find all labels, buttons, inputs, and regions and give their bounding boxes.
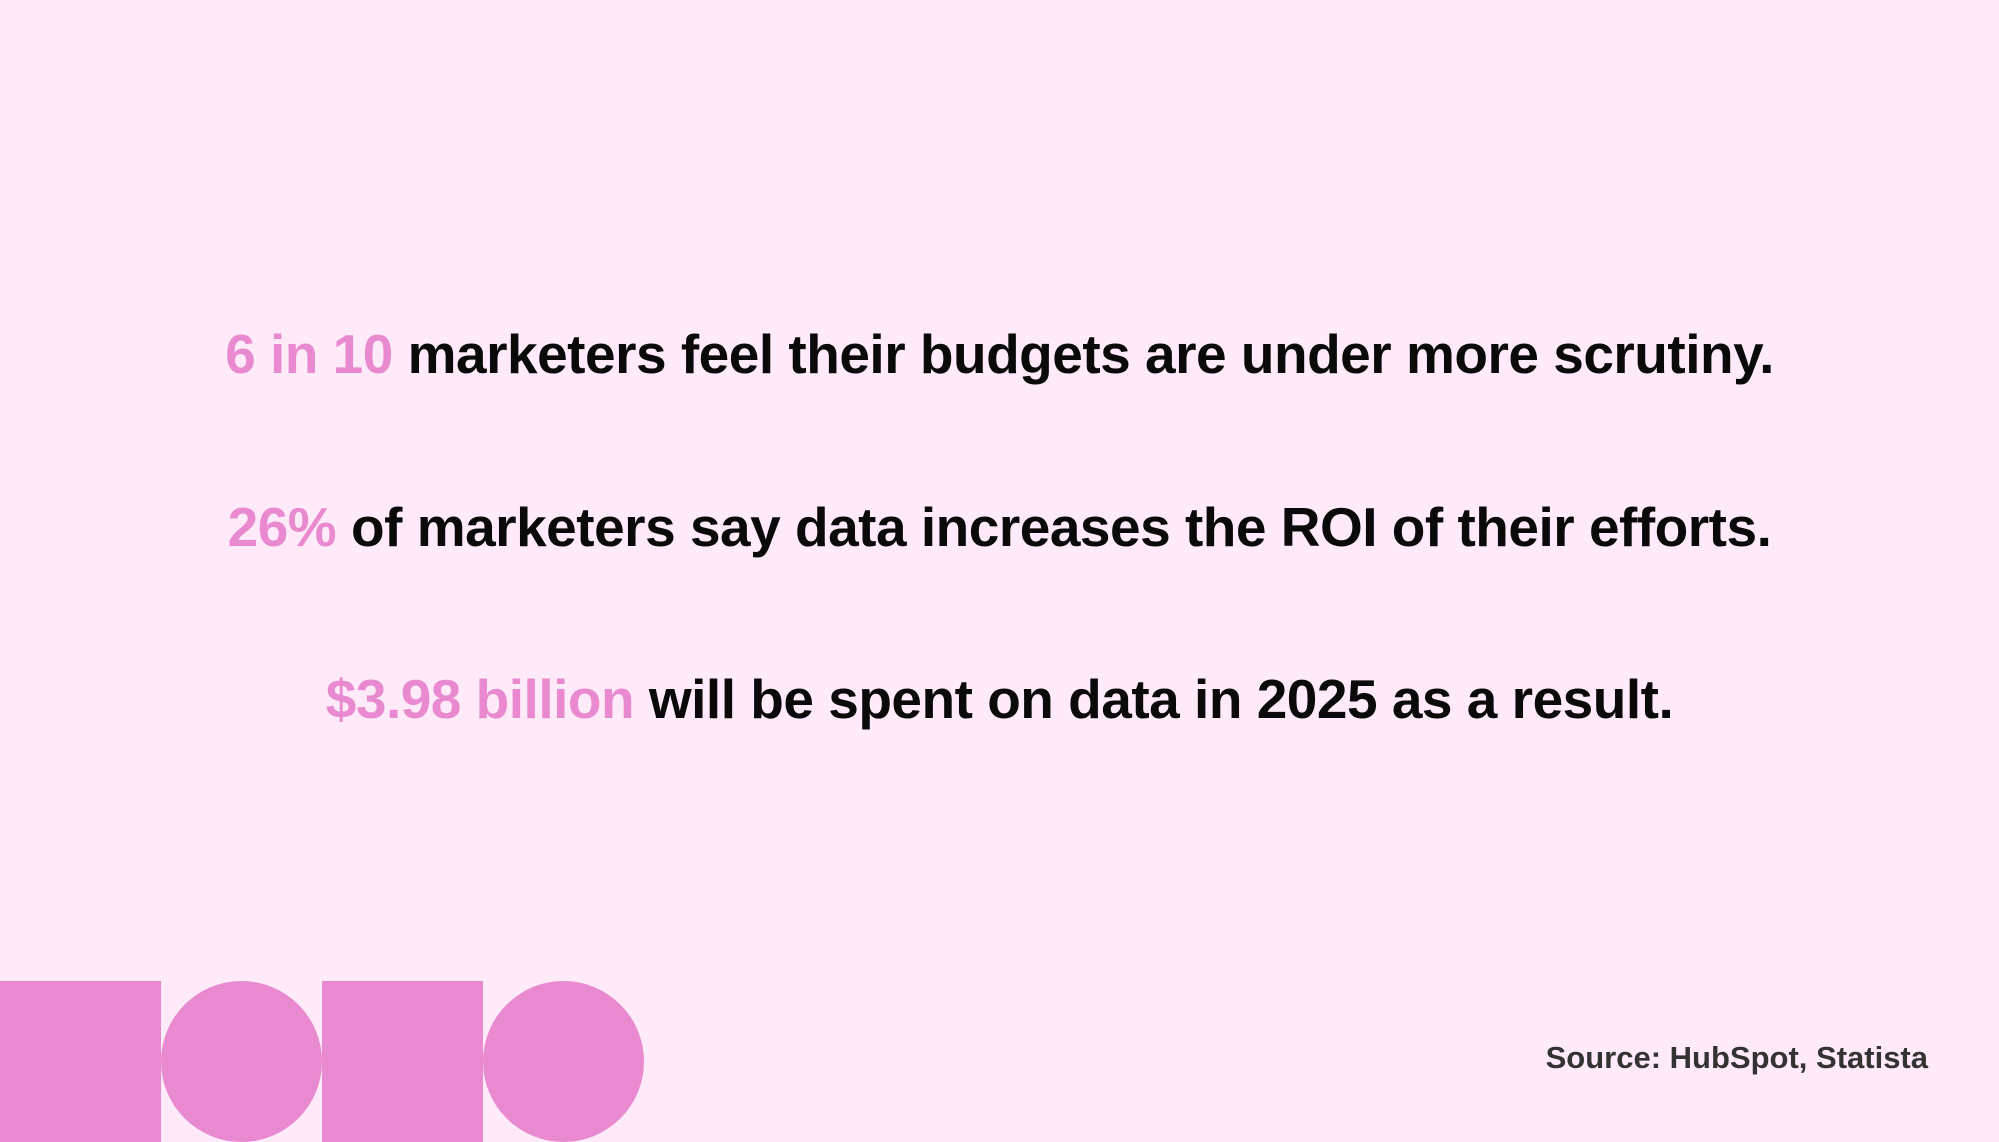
decorative-circle [161, 981, 322, 1142]
decorative-square [0, 981, 161, 1142]
stat-highlight: 26% [227, 496, 337, 558]
stat-line-3: $3.98 billion will be spent on data in 2… [0, 667, 1999, 731]
decorative-square [322, 981, 483, 1142]
stat-text: will be spent on data in 2025 as a resul… [634, 668, 1674, 730]
stat-line-2: 26% of marketers say data increases the … [0, 495, 1999, 559]
stat-text: of marketers say data increases the ROI … [336, 496, 1772, 558]
stat-line-1: 6 in 10 marketers feel their budgets are… [0, 322, 1999, 386]
stat-text: marketers feel their budgets are under m… [392, 323, 1775, 385]
source-citation: Source: HubSpot, Statista [1545, 1040, 1928, 1075]
stat-highlight: $3.98 billion [325, 668, 635, 730]
decorative-circle [483, 981, 644, 1142]
stat-highlight: 6 in 10 [225, 323, 393, 385]
